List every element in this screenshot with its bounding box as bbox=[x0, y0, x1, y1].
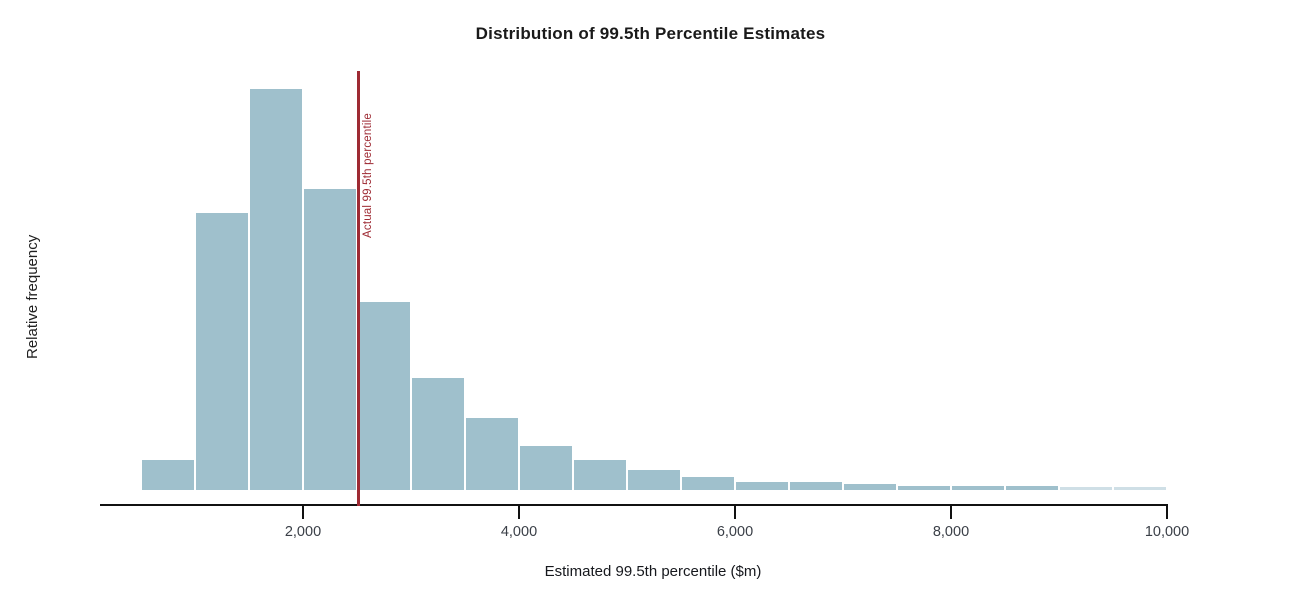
histogram-bar bbox=[465, 417, 519, 490]
reference-line bbox=[357, 71, 361, 506]
x-tick-label: 10,000 bbox=[1144, 524, 1190, 540]
histogram-bar bbox=[1059, 487, 1113, 490]
histogram-bar bbox=[1113, 487, 1167, 490]
x-axis-title: Estimated 99.5th percentile ($m) bbox=[544, 563, 762, 580]
histogram-bar bbox=[303, 189, 357, 490]
histogram-bar bbox=[141, 459, 195, 490]
histogram-bar bbox=[573, 459, 627, 490]
x-tick-label: 2,000 bbox=[284, 524, 322, 540]
x-tick-label: 4,000 bbox=[500, 524, 538, 540]
histogram-bar bbox=[735, 481, 789, 490]
histogram-bar bbox=[951, 485, 1005, 490]
histogram-bar bbox=[681, 477, 735, 490]
histogram-bar bbox=[627, 469, 681, 490]
x-tick bbox=[302, 506, 304, 519]
x-tick bbox=[518, 506, 520, 519]
histogram-bar bbox=[843, 483, 897, 490]
x-tick-label: 8,000 bbox=[932, 524, 970, 540]
chart-title: Distribution of 99.5th Percentile Estima… bbox=[475, 24, 826, 43]
histogram-bar bbox=[519, 445, 573, 490]
reference-line-label: Actual 99.5th percentile bbox=[362, 113, 374, 238]
x-tick-label: 6,000 bbox=[716, 524, 754, 540]
x-tick bbox=[950, 506, 952, 519]
histogram-bar bbox=[249, 89, 303, 490]
x-tick bbox=[1166, 506, 1168, 519]
histogram-bar bbox=[357, 301, 411, 490]
histogram-bar bbox=[411, 377, 465, 490]
x-axis-line bbox=[100, 504, 1168, 506]
histogram-bar bbox=[1005, 485, 1059, 490]
histogram-bar bbox=[195, 213, 249, 490]
x-tick bbox=[734, 506, 736, 519]
histogram-bar bbox=[897, 485, 951, 490]
histogram-bar bbox=[789, 481, 843, 490]
